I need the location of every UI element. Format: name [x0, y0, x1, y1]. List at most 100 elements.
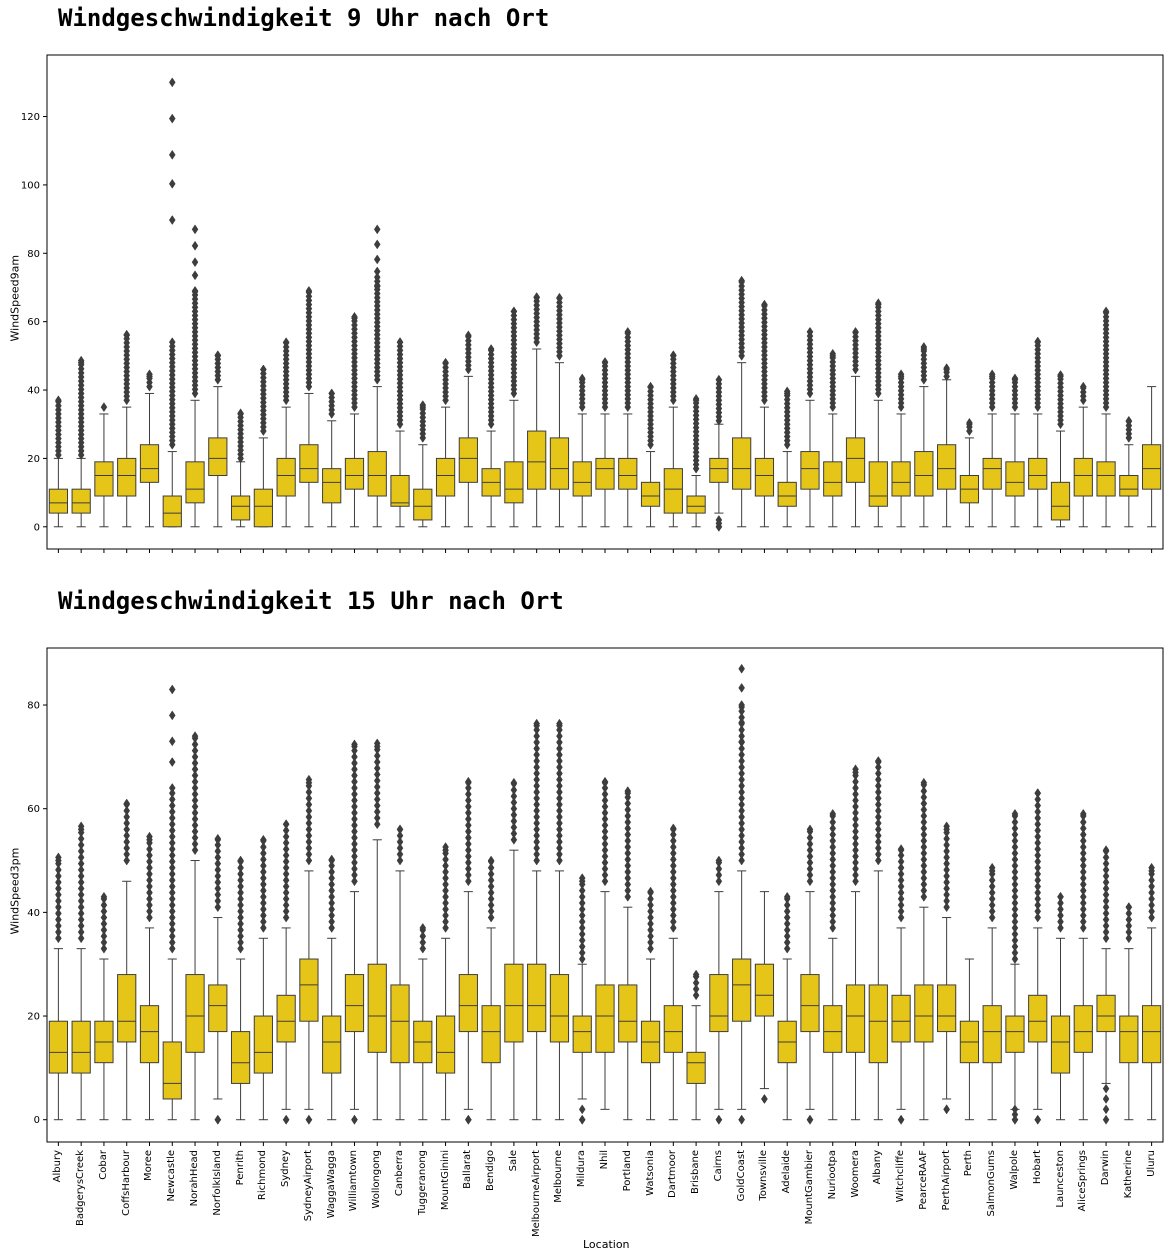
x-tick-label: Brisbane	[690, 1150, 702, 1194]
box-CoffsHarbour	[117, 798, 137, 1121]
outlier-point	[77, 883, 85, 894]
outlier-point	[624, 885, 632, 896]
outlier-point	[556, 812, 563, 822]
outlier-point	[282, 819, 290, 830]
outlier-point	[578, 904, 586, 915]
outlier-point	[578, 885, 586, 896]
outlier-point	[77, 864, 85, 875]
outlier-point	[214, 840, 222, 850]
outlier-point	[533, 731, 540, 742]
outlier-point	[191, 795, 199, 806]
outlier-point	[829, 842, 837, 853]
outlier-point	[920, 848, 928, 859]
outlier-point	[1102, 864, 1110, 875]
outlier-point	[237, 943, 244, 954]
box-Tuggeranong	[413, 922, 433, 1121]
outlier-point	[670, 829, 677, 840]
iqr-box	[572, 461, 592, 497]
outlier-point	[1011, 879, 1019, 890]
outlier-point	[897, 893, 905, 904]
outlier-point	[191, 826, 199, 837]
outlier-point	[897, 862, 905, 873]
box-Launceston	[1050, 370, 1071, 528]
outlier-point	[738, 717, 745, 728]
box-Canberra	[390, 824, 410, 1121]
outlier-point	[670, 848, 677, 859]
chart-title-3pm: Windgeschwindigkeit 15 Uhr nach Ort	[58, 587, 564, 615]
outlier-point	[282, 1114, 290, 1125]
outlier-point	[351, 801, 358, 812]
x-tick-label: Nhil	[599, 1150, 610, 1170]
iqr-box	[276, 457, 296, 497]
outlier-point	[191, 270, 199, 281]
outlier-point	[305, 830, 313, 841]
outlier-point	[875, 799, 882, 810]
outlier-point	[1079, 866, 1087, 877]
x-tick-label: Woomera	[849, 1150, 861, 1198]
outlier-point	[168, 149, 176, 160]
outlier-point	[168, 943, 176, 954]
outlier-point	[77, 858, 85, 869]
outlier-point	[1034, 837, 1042, 848]
box-Darwin	[1096, 845, 1116, 1125]
outlier-point	[852, 876, 859, 887]
outlier-point	[237, 900, 244, 911]
outlier-point	[920, 860, 928, 871]
outlier-point	[1125, 933, 1133, 944]
outlier-point	[351, 851, 358, 862]
x-tick-label: Albany	[872, 1150, 884, 1185]
outlier-point	[556, 843, 563, 854]
iqr-box	[1050, 481, 1071, 521]
outlier-point	[419, 943, 427, 954]
outlier-point	[487, 906, 495, 917]
outlier-point	[146, 371, 153, 382]
outlier-point	[1011, 1104, 1019, 1115]
box-Launceston	[1050, 891, 1071, 1121]
x-tick-label: Dartmoor	[667, 1150, 679, 1198]
outlier-point	[556, 824, 563, 835]
outlier-point	[920, 823, 928, 834]
outlier-point	[852, 801, 859, 812]
iqr-box	[367, 451, 387, 497]
outlier-point	[556, 749, 563, 760]
outlier-point	[77, 877, 85, 888]
outlier-point	[601, 838, 609, 849]
iqr-box	[845, 437, 866, 483]
iqr-box	[1073, 1005, 1093, 1053]
box-SydneyAirport	[299, 285, 319, 528]
outlier-point	[533, 774, 540, 785]
y-tick-label: 40	[27, 908, 40, 919]
outlier-point	[442, 879, 449, 890]
outlier-point	[533, 756, 540, 766]
outlier-point	[237, 855, 244, 866]
outlier-point	[328, 885, 335, 896]
outlier-point	[601, 820, 609, 831]
box-MountGinini	[435, 842, 456, 1121]
x-tick-label: PerthAirport	[940, 1150, 952, 1211]
outlier-point	[282, 856, 290, 867]
outlier-point	[875, 824, 882, 835]
outlier-point	[578, 891, 586, 902]
outlier-point	[601, 826, 609, 837]
outlier-point	[852, 789, 859, 800]
box-Cobar	[94, 891, 114, 1121]
outlier-point	[465, 870, 472, 880]
outlier-point	[465, 795, 472, 806]
iqr-box	[139, 444, 160, 483]
iqr-box	[549, 974, 570, 1043]
outlier-point	[465, 777, 472, 788]
outlier-point	[442, 854, 449, 865]
box-MountGinini	[435, 357, 456, 528]
outlier-point	[1102, 927, 1110, 938]
box-Sale	[504, 777, 524, 1121]
outlier-point	[988, 865, 996, 876]
outlier-point	[1148, 912, 1155, 923]
outlier-point	[282, 900, 290, 911]
outlier-point	[77, 833, 85, 844]
box-PearceRAAF	[914, 777, 934, 1121]
chart-title-9am: Windgeschwindigkeit 9 Uhr nach Ort	[58, 4, 550, 32]
outlier-point	[1125, 920, 1133, 931]
x-tick-label: Williamtown	[348, 1150, 360, 1212]
outlier-point	[510, 816, 518, 827]
outlier-point	[146, 906, 153, 917]
